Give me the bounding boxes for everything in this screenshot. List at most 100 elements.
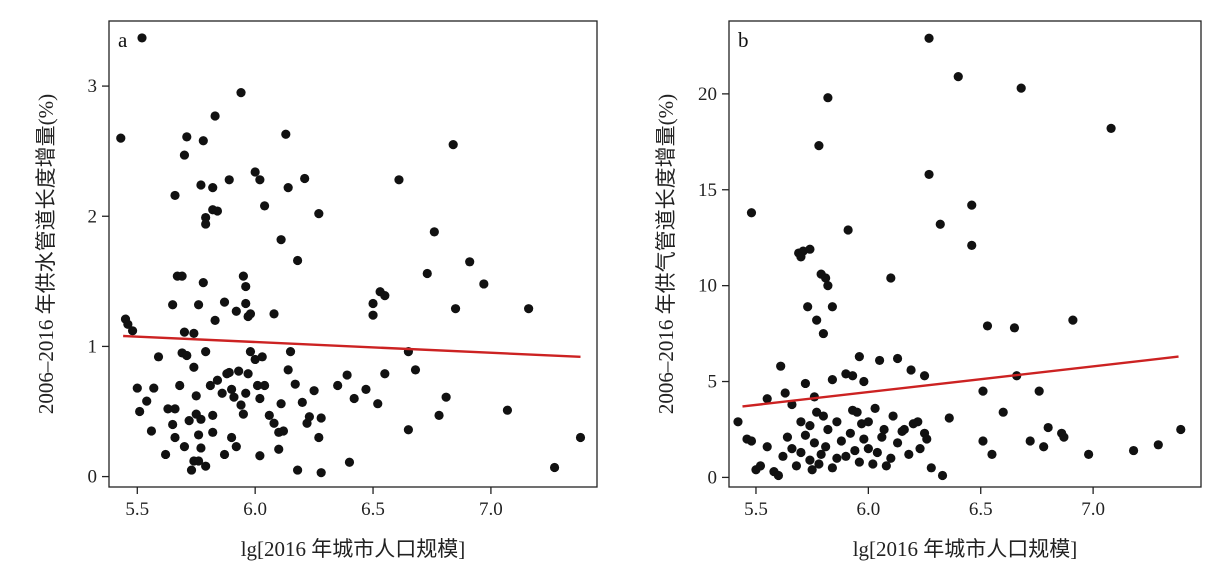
data-point	[800, 378, 811, 389]
x-tick-label: 6.0	[243, 499, 267, 520]
data-point	[1059, 432, 1069, 442]
data-point	[380, 369, 390, 379]
data-point	[292, 255, 303, 266]
data-point	[746, 436, 757, 446]
data-point	[297, 397, 307, 407]
data-point	[870, 403, 880, 413]
x-axis-title-a: lg[2016 年城市人口规模]	[241, 537, 466, 561]
data-point	[255, 393, 265, 404]
data-point	[135, 406, 145, 417]
data-point	[827, 302, 837, 312]
data-point	[168, 419, 178, 430]
data-point	[791, 461, 802, 471]
data-point	[201, 219, 211, 229]
data-point	[863, 417, 873, 427]
x-tick-label: 6.5	[361, 499, 385, 520]
data-point	[208, 427, 218, 437]
data-point	[881, 461, 891, 471]
data-point	[1016, 83, 1026, 93]
data-point	[1084, 449, 1094, 459]
data-point	[465, 257, 475, 267]
data-point	[886, 273, 896, 283]
data-point	[872, 447, 882, 458]
data-point	[314, 432, 324, 443]
data-point	[245, 347, 256, 357]
y-axis-title-b: 2006–2016 年供气管道长度增量(%)	[654, 94, 678, 414]
data-point	[967, 240, 977, 250]
data-point	[234, 366, 244, 376]
data-point	[967, 200, 977, 210]
data-point	[410, 365, 421, 375]
data-point	[429, 227, 439, 237]
data-point	[809, 438, 820, 448]
data-point	[269, 309, 279, 319]
data-point	[373, 399, 383, 409]
data-point	[208, 410, 218, 421]
data-point	[926, 463, 936, 473]
data-point	[368, 310, 378, 320]
data-point	[198, 136, 208, 146]
panel-label-b: b	[738, 28, 749, 52]
data-point	[226, 432, 237, 443]
data-point	[897, 426, 907, 436]
plot-frame-b	[728, 20, 1202, 488]
data-point	[935, 219, 945, 229]
data-point	[292, 465, 303, 475]
data-point	[812, 407, 822, 417]
data-point	[773, 470, 784, 481]
y-tick-label: 2	[88, 206, 98, 227]
y-tick-label: 1	[88, 336, 98, 357]
data-point	[888, 411, 898, 421]
x-axis-title-b: lg[2016 年城市人口规模]	[853, 537, 1078, 561]
data-point	[807, 465, 817, 475]
panel-b: 0 5 10 15 20 5.5 6.0 6.5 7.0 b lg[2016 年城市人口规模]…	[654, 20, 1202, 561]
x-tick-label: 7.0	[1081, 499, 1105, 520]
data-point	[182, 132, 192, 142]
data-point	[1176, 424, 1186, 435]
data-point	[241, 298, 251, 309]
data-point	[762, 394, 772, 404]
data-point	[252, 380, 263, 391]
data-point	[212, 375, 223, 385]
data-point	[170, 190, 180, 201]
data-point	[982, 321, 993, 331]
data-point	[1068, 315, 1078, 325]
data-point	[179, 150, 190, 160]
data-point	[217, 388, 227, 398]
data-point	[915, 444, 925, 454]
trend-line-a	[123, 334, 581, 359]
data-point	[257, 352, 267, 362]
data-point	[859, 376, 869, 387]
data-point	[255, 175, 265, 185]
data-point	[175, 380, 185, 391]
panel-label-a: a	[118, 28, 128, 52]
data-point	[746, 208, 757, 218]
data-point	[127, 326, 138, 336]
data-point	[1106, 123, 1116, 133]
x-tick-label: 5.5	[125, 499, 149, 520]
data-point	[394, 175, 404, 185]
data-point	[403, 425, 414, 435]
data-point	[450, 304, 461, 314]
data-point	[778, 451, 788, 461]
data-point	[189, 362, 199, 372]
data-point	[283, 183, 293, 193]
data-point	[796, 417, 806, 427]
data-point	[818, 328, 829, 339]
data-point	[816, 449, 826, 459]
data-point	[137, 33, 147, 43]
data-point	[848, 371, 858, 381]
data-point	[241, 388, 251, 398]
data-point	[368, 298, 378, 309]
data-point	[805, 455, 815, 465]
scatter-points-b	[733, 33, 1186, 481]
data-point	[787, 444, 797, 454]
plot-frame-a	[108, 20, 598, 488]
data-point	[1025, 436, 1035, 446]
data-point	[782, 432, 793, 442]
data-point	[762, 442, 772, 452]
data-point	[575, 432, 586, 443]
data-point	[201, 347, 211, 357]
y-tick-label: 0	[708, 467, 718, 488]
y-tick-label: 3	[88, 76, 98, 97]
